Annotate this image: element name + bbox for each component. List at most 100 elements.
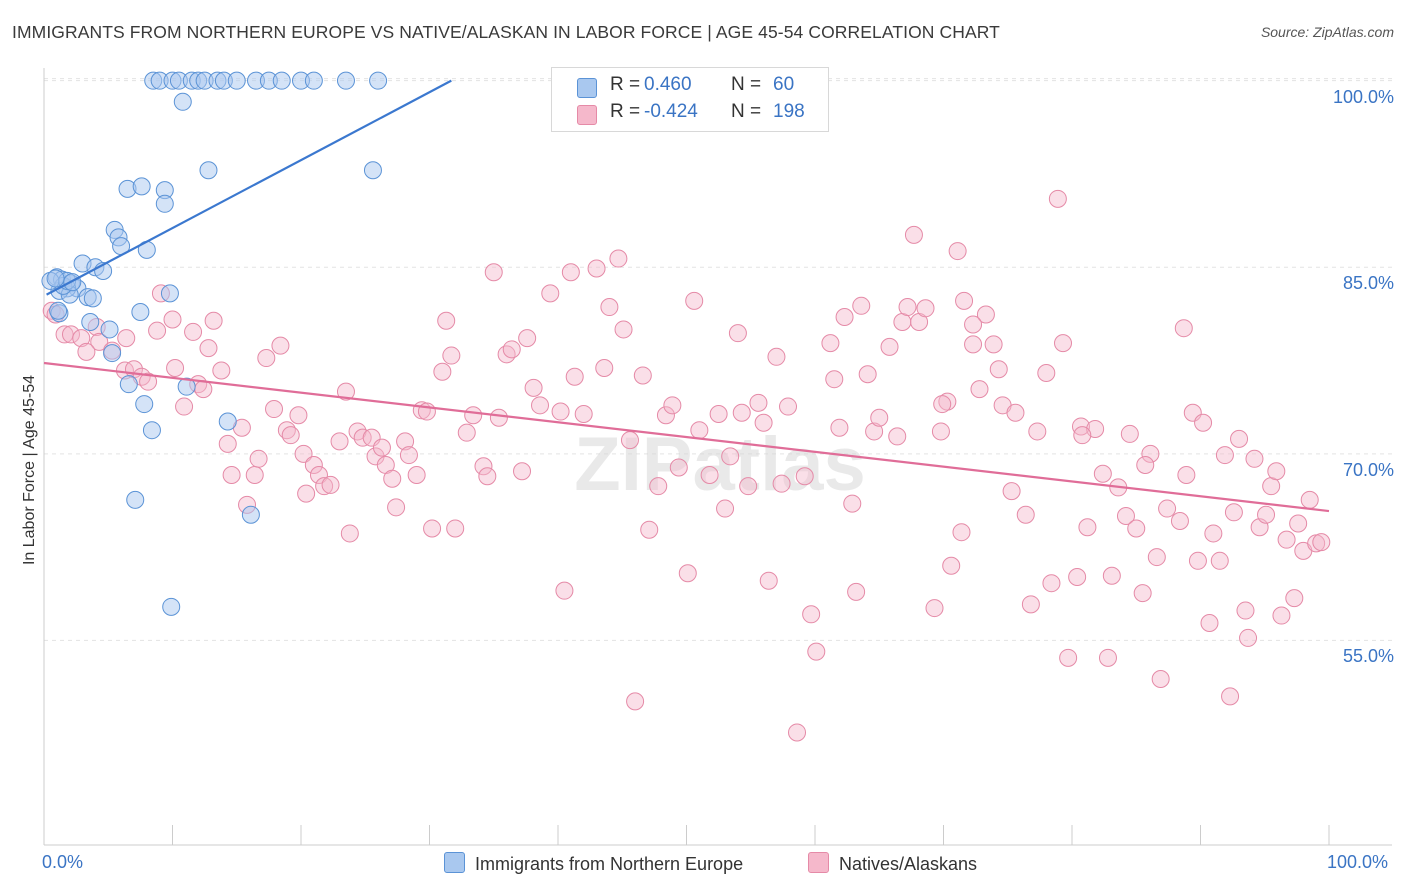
point-immigrants — [272, 71, 291, 90]
point-natives — [218, 434, 237, 453]
legend-r-value: 0.460 — [644, 74, 692, 95]
point-natives — [614, 320, 633, 339]
point-natives — [759, 571, 778, 590]
point-natives — [1054, 334, 1073, 353]
point-natives — [669, 458, 688, 477]
point-natives — [678, 564, 697, 583]
legend-n-value: 60 — [773, 74, 795, 95]
stats-legend: R = 0.460 N = 60 R = -0.424 N = 198 — [551, 67, 829, 132]
grid-lines — [44, 78, 1392, 641]
point-natives — [442, 346, 461, 365]
point-natives — [271, 336, 290, 355]
point-natives — [289, 406, 308, 425]
point-natives — [955, 291, 974, 310]
point-natives — [739, 477, 758, 496]
point-natives — [387, 498, 406, 517]
point-natives — [330, 432, 349, 451]
point-immigrants — [100, 320, 119, 339]
point-immigrants — [119, 375, 138, 394]
point-immigrants — [160, 284, 179, 303]
point-natives — [1078, 518, 1097, 537]
point-immigrants — [132, 177, 151, 196]
point-natives — [396, 432, 415, 451]
point-immigrants — [369, 71, 388, 90]
point-natives — [620, 431, 639, 450]
point-natives — [858, 365, 877, 384]
point-natives — [925, 599, 944, 618]
legend-r-label: R = — [610, 74, 641, 95]
point-natives — [524, 378, 543, 397]
point-natives — [904, 225, 923, 244]
point-natives — [1073, 426, 1092, 445]
point-natives — [728, 324, 747, 343]
point-natives — [457, 423, 476, 442]
point-immigrants — [142, 421, 161, 440]
point-natives — [1194, 413, 1213, 432]
point-natives — [633, 366, 652, 385]
point-natives — [1210, 551, 1229, 570]
point-natives — [148, 321, 167, 340]
point-natives — [474, 457, 493, 476]
point-natives — [484, 263, 503, 282]
point-natives — [587, 259, 606, 278]
point-natives — [497, 345, 516, 364]
point-natives — [1093, 464, 1112, 483]
point-natives — [407, 465, 426, 484]
point-natives — [464, 406, 483, 425]
point-natives — [315, 477, 334, 496]
point-natives — [938, 392, 957, 411]
point-immigrants — [177, 377, 196, 396]
y-tick-label: 100.0% — [1332, 86, 1394, 107]
point-natives — [847, 582, 866, 601]
point-immigrants — [173, 92, 192, 111]
point-natives — [970, 380, 989, 399]
point-natives — [1021, 595, 1040, 614]
point-natives — [1245, 449, 1264, 468]
point-natives — [212, 361, 231, 380]
point-natives — [640, 520, 659, 539]
point-natives — [600, 298, 619, 317]
legend-swatch-blue — [577, 78, 597, 98]
y-tick-label: 55.0% — [1342, 646, 1394, 667]
point-natives — [1177, 465, 1196, 484]
point-natives — [541, 284, 560, 303]
trend-line-natives — [43, 361, 1330, 513]
point-natives — [1037, 363, 1056, 382]
point-natives — [281, 426, 300, 445]
point-natives — [732, 403, 751, 422]
point-natives — [399, 446, 418, 465]
point-natives — [77, 342, 96, 361]
point-natives — [649, 477, 668, 496]
watermark: ZIPatlas — [574, 422, 865, 507]
point-immigrants — [336, 71, 355, 90]
point-natives — [437, 311, 456, 330]
point-natives — [199, 339, 218, 358]
point-natives — [830, 418, 849, 437]
point-natives — [595, 359, 614, 377]
y-tick-label: 70.0% — [1342, 459, 1394, 480]
point-natives — [1230, 429, 1249, 448]
point-natives — [1200, 614, 1219, 632]
x-tick-max: 100.0% — [1327, 852, 1389, 872]
point-natives — [1059, 648, 1078, 667]
point-natives — [551, 402, 570, 421]
point-immigrants — [363, 161, 382, 180]
point-natives — [1285, 589, 1304, 608]
point-natives — [1188, 551, 1207, 570]
point-natives — [555, 581, 574, 600]
point-natives — [1289, 514, 1308, 533]
point-natives — [1257, 505, 1276, 524]
point-natives — [61, 325, 80, 344]
point-natives — [446, 519, 465, 538]
point-natives — [1170, 512, 1189, 530]
point-natives — [194, 380, 213, 399]
point-immigrants — [81, 312, 100, 331]
point-natives — [184, 322, 203, 341]
point-natives — [690, 421, 709, 440]
legend-r-value: -0.424 — [644, 101, 698, 122]
point-natives — [1204, 524, 1223, 543]
point-natives — [942, 556, 961, 575]
point-natives — [1267, 462, 1286, 481]
point-natives — [700, 465, 719, 484]
point-immigrants — [83, 289, 102, 308]
